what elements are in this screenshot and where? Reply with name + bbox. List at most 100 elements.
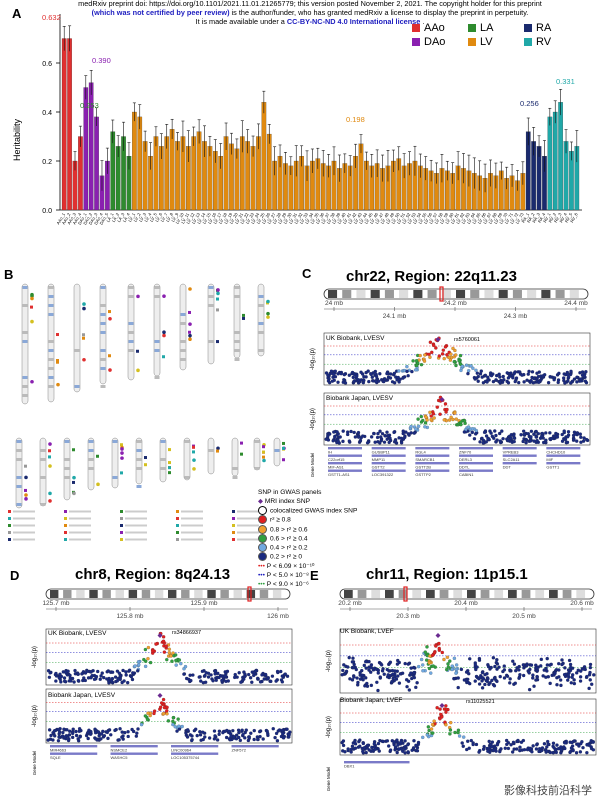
x-tick-label: LV_29: [277, 211, 288, 224]
snp-point: [349, 429, 353, 434]
snp-point: [68, 729, 72, 733]
snp-point: [382, 672, 386, 676]
snp-point: [162, 705, 167, 710]
snp-point: [358, 438, 363, 443]
gwas-marker: [144, 463, 147, 467]
snp-point: [516, 738, 520, 743]
snp-point: [176, 717, 180, 721]
snp-point: [419, 657, 424, 662]
chromosome-band: [234, 295, 240, 298]
legend-swatch: [232, 517, 235, 520]
snp-point: [464, 363, 469, 367]
gene-body: [110, 752, 158, 755]
chromosome-band: [16, 458, 22, 461]
snp-point: [472, 437, 477, 441]
snp-point: [489, 373, 494, 378]
x-tick-label: RA_4: [537, 211, 547, 223]
snp-point: [494, 433, 498, 438]
snp-point: [346, 432, 350, 437]
chromosome-band: [100, 286, 106, 289]
snp-point: [135, 731, 139, 735]
snp-point: [551, 750, 555, 755]
x-tick-label: LA_2: [111, 211, 121, 223]
snp-point: [143, 714, 148, 718]
chromosome: [183, 437, 191, 481]
gene-name: NSMCE2: [111, 748, 128, 753]
x-tick-label: LV_59: [439, 211, 450, 224]
snp-point: [480, 436, 484, 441]
x-tick-label: LV_73: [514, 211, 525, 224]
snp-point: [280, 728, 285, 732]
gwas-marker: [136, 368, 140, 373]
snp-point: [522, 429, 526, 433]
snp-point: [223, 674, 227, 678]
snp-point: [161, 639, 166, 643]
bar-lv: [261, 102, 267, 211]
snp-point: [557, 371, 561, 375]
x-tick-label: RV_2: [548, 211, 558, 223]
snp-point: [418, 353, 422, 358]
snp-point: [454, 363, 458, 368]
snp-point: [511, 376, 515, 380]
panel-d-snp: rs34866937: [172, 630, 202, 636]
snp-point: [576, 742, 580, 746]
track-frame: [45, 628, 293, 686]
panel-c-track1: UK Biobank, LVESV: [326, 335, 385, 342]
snp-point: [421, 418, 425, 423]
x-tick-label: LV_62: [455, 211, 466, 224]
chromosome-band: [184, 440, 190, 443]
x-tick-label: LV_47: [374, 211, 385, 224]
chromosome-band: [494, 590, 504, 598]
chromosome-band: [154, 376, 160, 379]
gwas-marker: [30, 296, 34, 301]
ld-head1: SNP in GWAS panels: [258, 489, 322, 496]
snp-point: [541, 674, 545, 678]
track-frame: [339, 698, 597, 756]
snp-point: [440, 650, 444, 655]
snp-point: [101, 729, 105, 734]
snp-point: [572, 678, 576, 682]
snp-point: [165, 708, 169, 713]
gwas-marker: [240, 452, 243, 456]
snp-point: [53, 734, 57, 738]
gene-name: GUSBP11: [372, 450, 391, 455]
chromosome-band: [208, 449, 214, 452]
y-tick-label: 0.0: [42, 208, 52, 215]
snp-point: [173, 725, 177, 729]
gwas-marker: [82, 302, 86, 306]
snp-point: [198, 730, 202, 734]
panel-d-label: D: [10, 568, 20, 583]
snp-point: [568, 668, 573, 673]
snp-point: [224, 735, 229, 740]
x-tick-label: AAo_1: [55, 211, 66, 225]
snp-point: [517, 668, 521, 672]
snp-point: [442, 356, 446, 361]
chromosome-band: [22, 304, 28, 307]
license-link[interactable]: CC-BY-NC-ND 4.0 International license: [286, 16, 421, 26]
snp-point: [82, 676, 86, 680]
gwas-marker: [108, 368, 112, 372]
snp-point: [495, 743, 500, 747]
y-axis-label: -log₁₀(p): [310, 408, 316, 430]
snp-point: [536, 380, 541, 384]
scale-label: 24.3 mb: [504, 313, 528, 320]
snp-point: [71, 727, 75, 731]
snp-point: [382, 440, 387, 444]
chromosome-band: [555, 290, 565, 298]
snp-point: [333, 369, 337, 373]
snp-point: [281, 732, 285, 736]
snp-point: [478, 675, 483, 680]
x-tick-label: RA_2: [526, 211, 536, 223]
bar-lv: [175, 141, 180, 211]
snp-point: [62, 679, 67, 683]
gwas-marker: [266, 315, 270, 319]
y-tick-label: 0.6: [42, 61, 52, 68]
scale-label: 20.5 mb: [512, 613, 536, 620]
snp-point: [581, 667, 586, 671]
scale-label: 20.4 mb: [454, 600, 478, 607]
snp-point: [591, 740, 595, 744]
chromosome-band: [128, 331, 134, 334]
snp-point: [432, 343, 436, 348]
gene-body: [371, 469, 406, 472]
gwas-marker: [24, 475, 28, 480]
